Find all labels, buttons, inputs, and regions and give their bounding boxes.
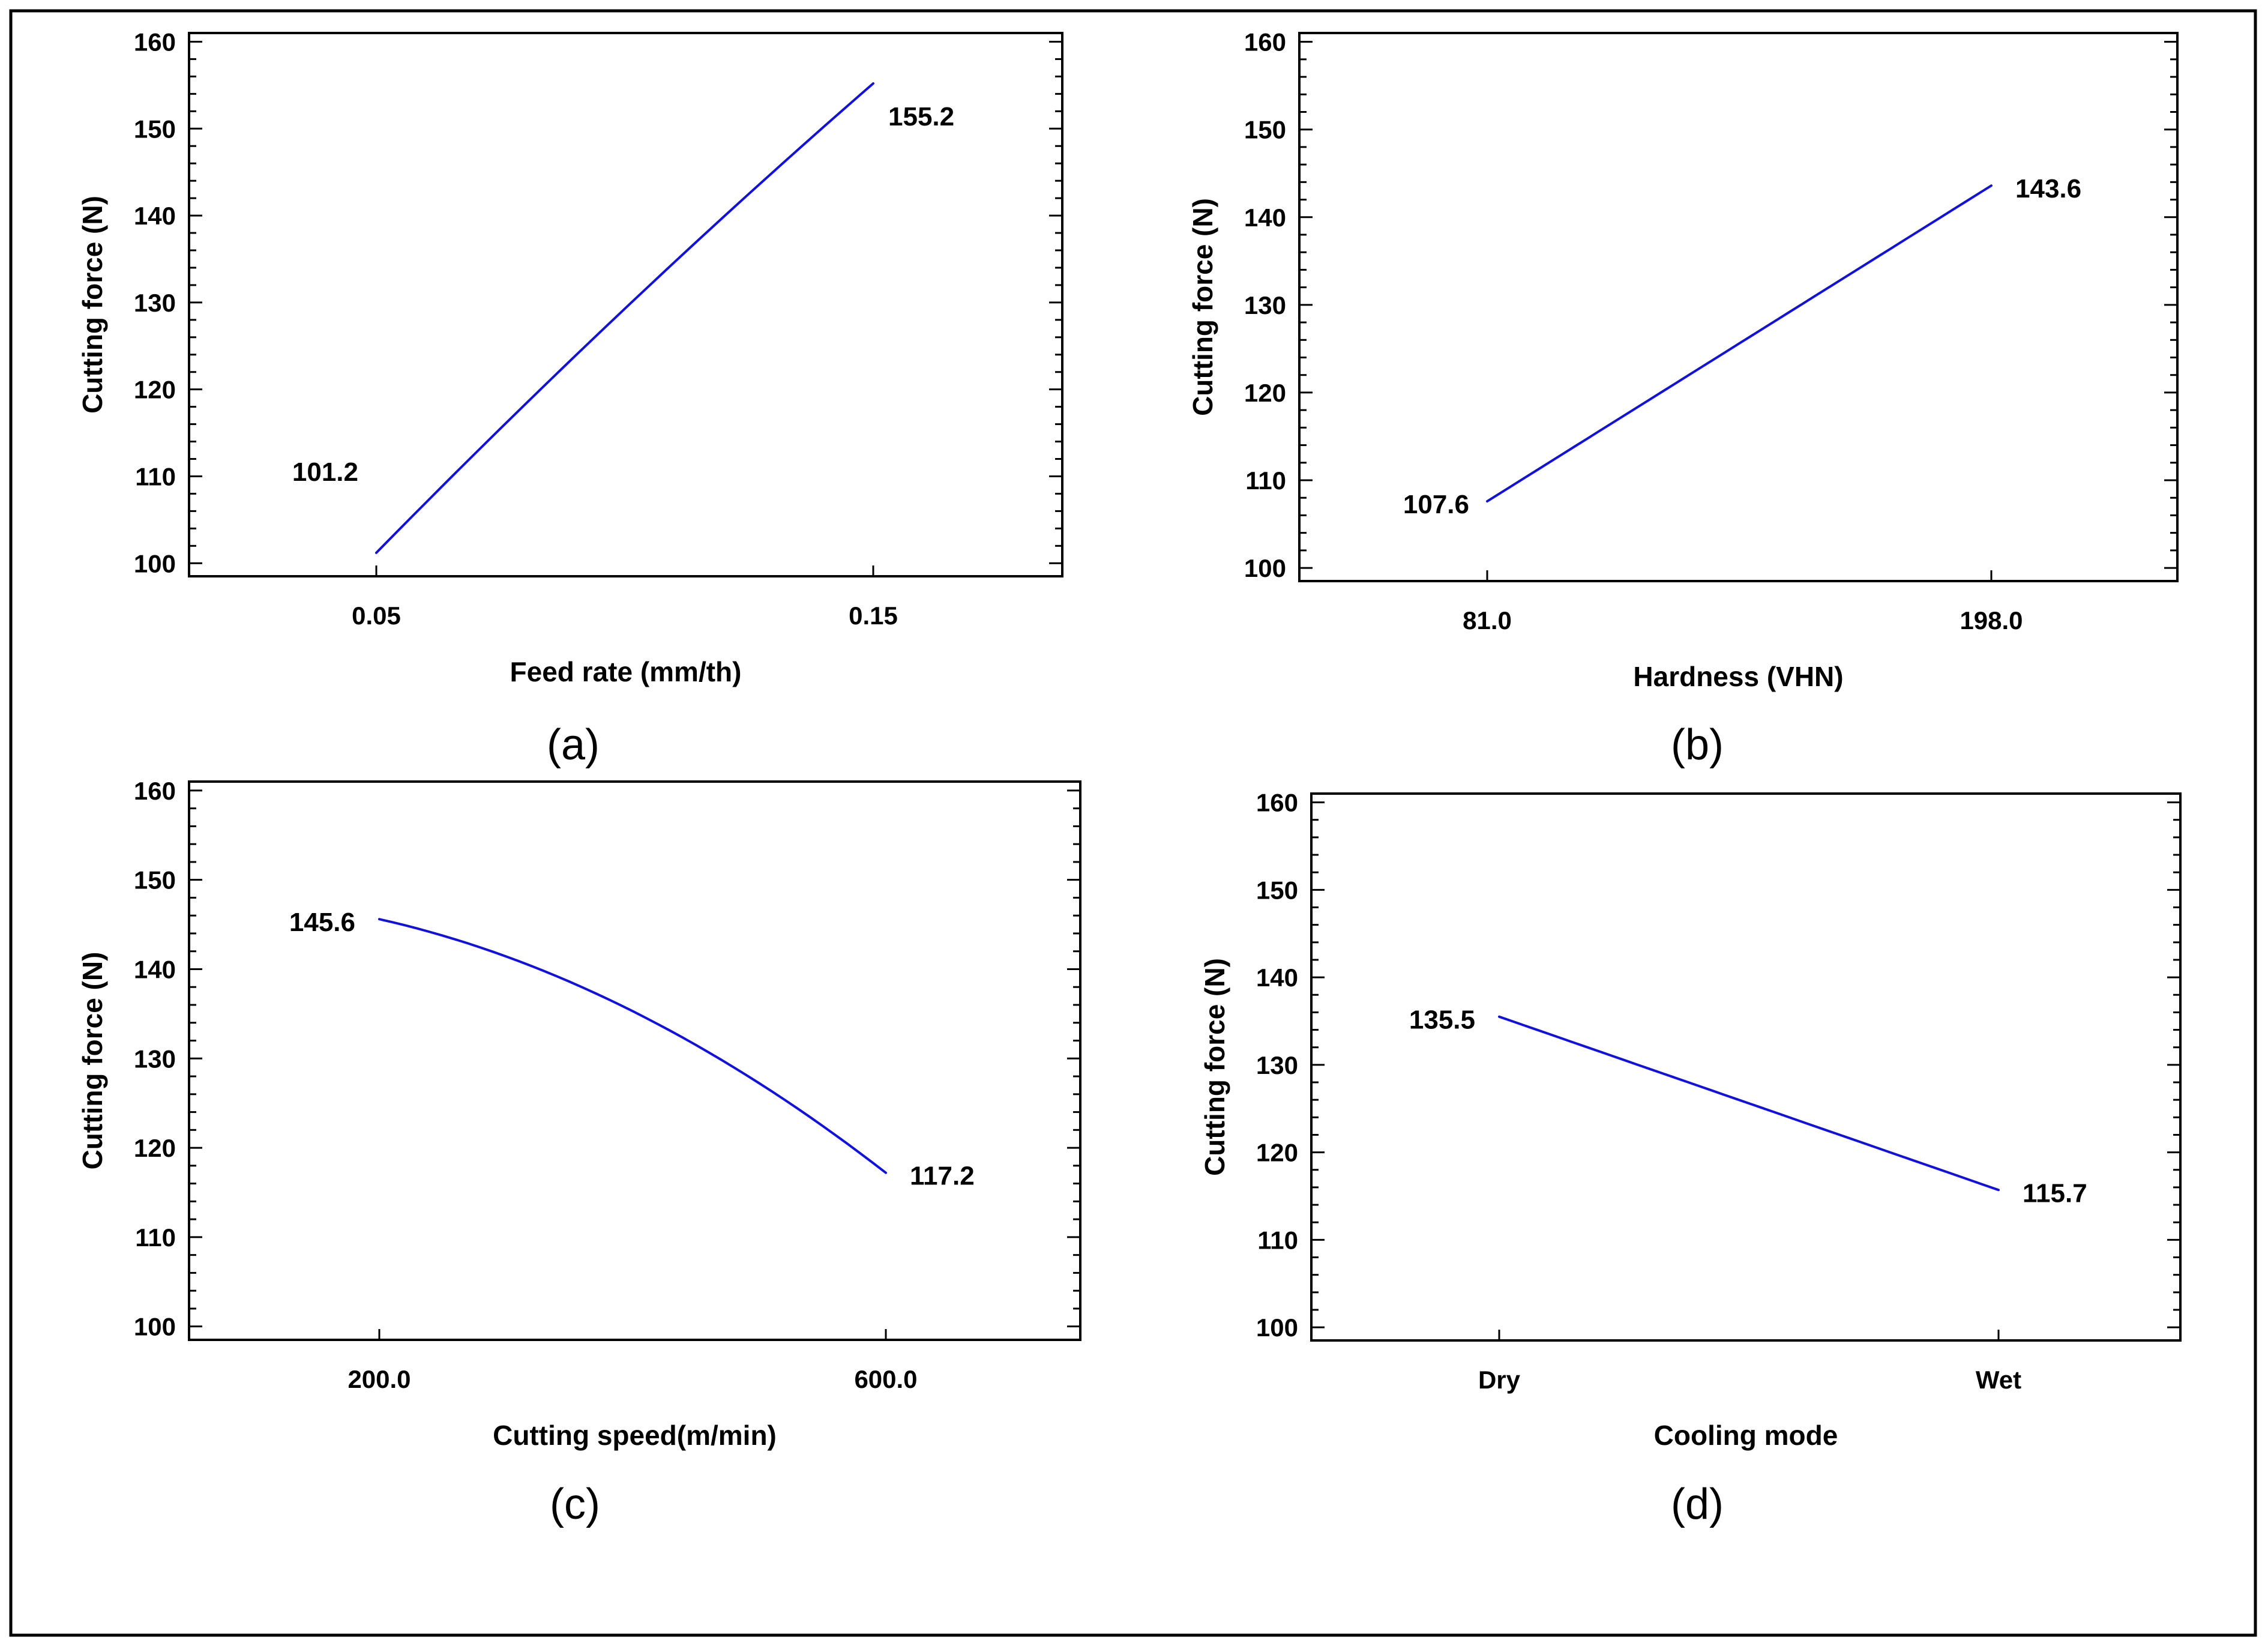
y-tick-label: 130: [1256, 1051, 1298, 1079]
x-tick-label: Wet: [1976, 1366, 2021, 1394]
x-axis-label: Hardness (VHN): [1633, 661, 1843, 692]
y-tick-label: 120: [1244, 379, 1286, 407]
series-line: [1486, 184, 1993, 503]
x-tick-label: 81.0: [1463, 606, 1512, 635]
x-tick-label: 0.15: [849, 601, 898, 630]
x-tick-label: Dry: [1478, 1366, 1521, 1394]
series-line: [375, 82, 874, 554]
chart-panel-b: 100 110 120 130 140 150 160 81.0 198.0 Hardness (…: [1187, 28, 2179, 769]
chart-panel-c: 100 110 120 130 140 150 160 200.0 600.0 Cutting s…: [77, 777, 1081, 1528]
y-axis-label: Cutting force (N): [1199, 958, 1230, 1176]
data-label-end: 155.2: [888, 102, 954, 131]
data-label-start: 145.6: [289, 908, 355, 937]
y-tick-label: 160: [1244, 28, 1286, 56]
data-label-end: 117.2: [910, 1162, 975, 1191]
panel-caption: (b): [1671, 721, 1724, 769]
y-axis-label: Cutting force (N): [77, 952, 108, 1170]
chart-panel-a: 100 110 120 130 140 150 160 0.05 0.15 Feed rate (…: [77, 28, 1063, 769]
figure-frame: [9, 9, 2257, 1637]
y-tick-label: 100: [134, 1313, 176, 1341]
y-tick-label: 120: [1256, 1139, 1298, 1167]
y-tick-label: 140: [1256, 963, 1298, 992]
y-tick-label: 100: [1256, 1313, 1298, 1342]
y-tick-label: 150: [134, 115, 176, 143]
y-tick-label: 110: [1257, 1226, 1298, 1254]
y-tick-label: 100: [134, 549, 176, 577]
data-label-start: 101.2: [292, 457, 358, 487]
plot-area: [1310, 792, 2182, 1342]
y-tick-label: 140: [1244, 203, 1286, 232]
x-tick-label: 600.0: [854, 1365, 917, 1393]
panel-caption: (c): [550, 1480, 600, 1528]
panel-caption: (d): [1671, 1480, 1724, 1528]
x-tick-label: 200.0: [347, 1365, 411, 1393]
y-tick-label: 130: [1244, 291, 1286, 319]
x-axis-label: Cooling mode: [1654, 1420, 1838, 1451]
data-label-start: 135.5: [1409, 1005, 1475, 1035]
y-tick-label: 150: [1244, 116, 1286, 144]
plot-area: [188, 32, 1063, 577]
y-tick-label: 160: [134, 28, 176, 56]
y-tick-label: 140: [134, 202, 176, 230]
data-label-start: 107.6: [1403, 490, 1469, 519]
plot-area: [1298, 32, 2179, 582]
x-tick-label: 0.05: [352, 601, 401, 630]
y-tick-label: 120: [134, 1134, 176, 1162]
y-tick-label: 140: [134, 955, 176, 983]
y-tick-label: 160: [1256, 789, 1298, 817]
series-line: [378, 918, 887, 1174]
x-axis-label: Feed rate (mm/th): [510, 656, 742, 687]
panels: 100 110 120 130 140 150 160 0.05 0.15 Feed rate (…: [77, 28, 2182, 1528]
y-tick-label: 160: [134, 777, 176, 805]
x-tick-label: 198.0: [1960, 606, 2023, 635]
y-tick-label: 150: [134, 866, 176, 894]
y-tick-label: 110: [135, 1223, 176, 1252]
y-axis-label: Cutting force (N): [1187, 198, 1218, 416]
chart-panel-d: 100 110 120 130 140 150 160 Dry Wet Cooling mode C…: [1199, 789, 2182, 1528]
y-tick-label: 150: [1256, 876, 1298, 904]
series-line: [1498, 1015, 2000, 1192]
y-tick-label: 100: [1244, 554, 1286, 582]
y-axis-label: Cutting force (N): [77, 196, 108, 414]
y-tick-label: 120: [134, 376, 176, 404]
y-tick-label: 130: [134, 289, 176, 317]
y-tick-label: 130: [134, 1045, 176, 1073]
data-label-end: 115.7: [2023, 1178, 2087, 1208]
y-tick-label: 110: [1245, 466, 1286, 495]
plot-area: [188, 780, 1081, 1341]
panel-caption: (a): [547, 721, 600, 769]
data-label-end: 143.6: [2015, 174, 2081, 203]
x-axis-label: Cutting speed(m/min): [493, 1420, 777, 1451]
y-tick-label: 110: [135, 462, 176, 490]
